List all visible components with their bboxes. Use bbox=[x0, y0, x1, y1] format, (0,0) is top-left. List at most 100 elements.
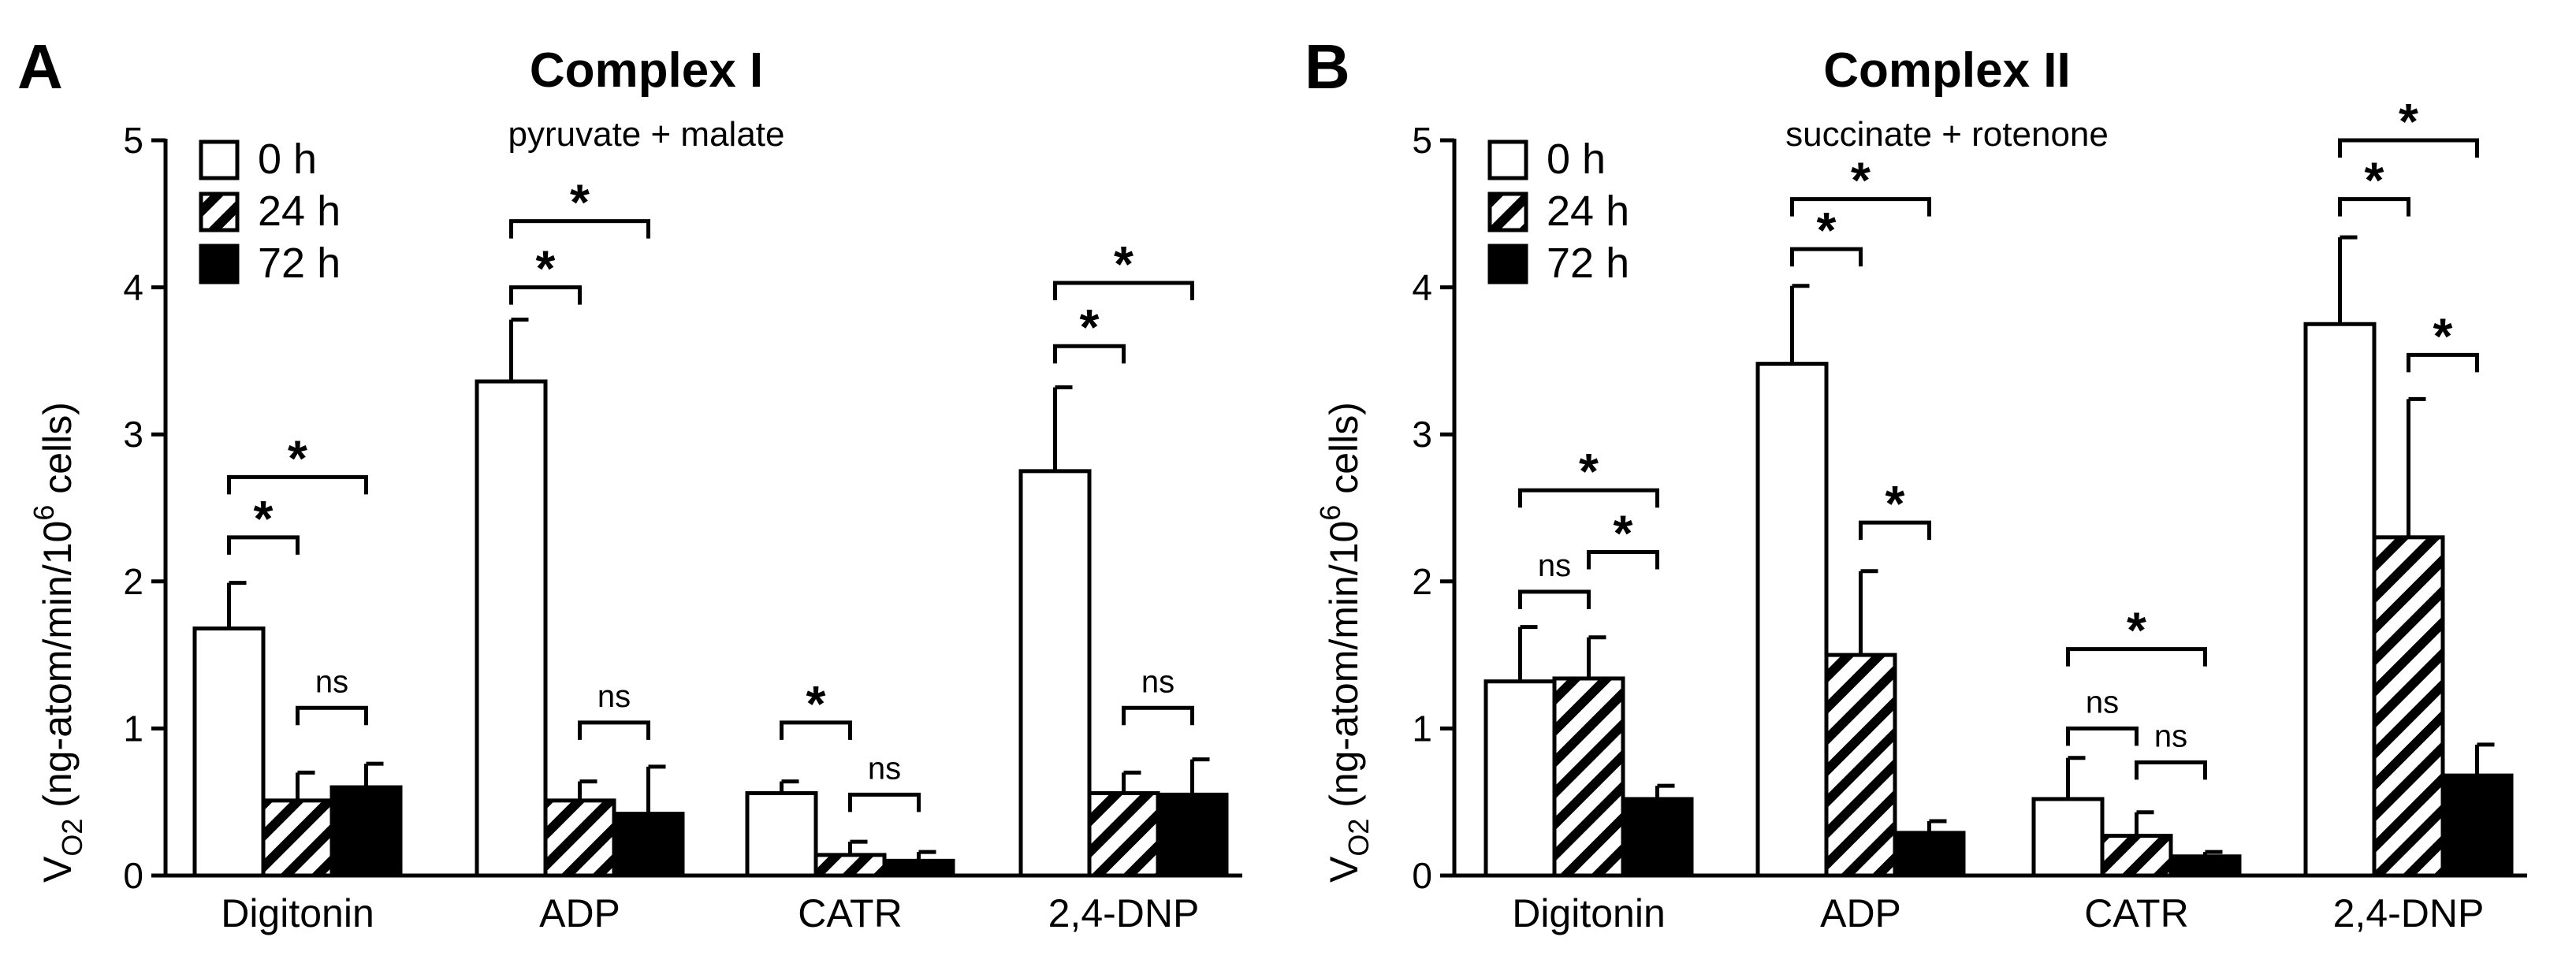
significance-label: ns bbox=[1141, 664, 1174, 699]
significance-bracket bbox=[2338, 138, 2479, 158]
y-axis-label: VO2 (ng-atom/min/106 cells) bbox=[1314, 402, 1375, 883]
significance-label: * bbox=[1885, 475, 1905, 532]
legend-label: 24 h bbox=[1547, 188, 1629, 235]
x-category-label: 2,4-DNP bbox=[1048, 891, 1200, 935]
significance-label: * bbox=[1851, 152, 1871, 209]
significance-bracket bbox=[227, 474, 368, 495]
y-tick-label: 4 bbox=[123, 267, 143, 308]
bar bbox=[1893, 831, 1966, 878]
significance-bracket bbox=[2338, 197, 2410, 217]
y-axis-label-sup: 6 bbox=[1314, 505, 1346, 521]
significance-label: * bbox=[570, 174, 590, 231]
bar bbox=[882, 858, 955, 878]
significance-label: * bbox=[1614, 504, 1633, 561]
significance-bracket bbox=[1518, 488, 1659, 508]
bar bbox=[475, 379, 548, 878]
bar bbox=[2440, 773, 2514, 878]
significance-bracket bbox=[1790, 247, 1863, 267]
significance-bracket bbox=[509, 285, 582, 305]
significance-bracket bbox=[2407, 352, 2479, 373]
y-axis-label-sup: 6 bbox=[28, 505, 60, 521]
x-category-label: ADP bbox=[539, 891, 620, 935]
significance-label: * bbox=[1579, 443, 1599, 500]
y-axis-label-rest: (ng-atom/min/10 bbox=[1322, 521, 1366, 819]
bar bbox=[543, 798, 616, 878]
significance-label: * bbox=[2399, 93, 2418, 150]
significance-bracket bbox=[848, 792, 921, 812]
legend-label: 72 h bbox=[1547, 240, 1629, 287]
bar bbox=[745, 791, 818, 878]
y-tick-label: 0 bbox=[123, 855, 143, 896]
bar bbox=[1824, 653, 1897, 878]
x-category-label: Digitonin bbox=[221, 891, 374, 935]
significance-label: * bbox=[1817, 202, 1837, 258]
bar bbox=[2168, 854, 2242, 878]
significance-bracket bbox=[2066, 647, 2207, 667]
significance-annotations: **ns**ns *ns**ns bbox=[227, 174, 1194, 812]
bar bbox=[1552, 676, 1625, 878]
significance-bracket bbox=[1587, 549, 1659, 570]
legend-label: 72 h bbox=[258, 240, 341, 287]
significance-label: * bbox=[254, 490, 274, 547]
legend-swatch bbox=[199, 191, 240, 232]
significance-bracket bbox=[1518, 589, 1591, 609]
significance-bracket bbox=[578, 720, 650, 740]
y-axis-label-sub: O2 bbox=[56, 819, 88, 857]
significance-label: * bbox=[2365, 152, 2384, 209]
bar bbox=[2100, 834, 2173, 878]
panel-letter: A bbox=[17, 32, 63, 102]
bar bbox=[2303, 322, 2377, 878]
y-tick-label: 1 bbox=[1412, 708, 1432, 749]
bar bbox=[1483, 679, 1557, 878]
axes: 0 1 2 3 4 5 Digitonin ADP CATR 2,4-DNP bbox=[1412, 120, 2527, 935]
chart-title: Complex II bbox=[1823, 43, 2071, 98]
y-axis-label-end: cells) bbox=[35, 402, 80, 505]
bar bbox=[1755, 362, 1829, 878]
significance-label: ns bbox=[1538, 548, 1571, 583]
significance-label: ns bbox=[2154, 719, 2187, 753]
bars bbox=[192, 318, 1229, 878]
legend-label: 24 h bbox=[258, 188, 341, 235]
bar bbox=[1621, 797, 1694, 878]
significance-label: * bbox=[288, 429, 307, 486]
legend-swatch bbox=[1487, 139, 1528, 180]
x-category-label: ADP bbox=[1820, 891, 1901, 935]
x-category-label: Digitonin bbox=[1512, 891, 1666, 935]
significance-label: ns bbox=[868, 751, 901, 786]
y-tick-label: 2 bbox=[1412, 561, 1432, 602]
legend-label: 0 h bbox=[258, 136, 317, 183]
legend-swatch bbox=[1487, 244, 1528, 284]
significance-bracket bbox=[1122, 705, 1194, 726]
significance-label: ns bbox=[315, 664, 348, 699]
legend: 0 h 24 h 72 h bbox=[199, 136, 341, 287]
y-tick-label: 4 bbox=[1412, 267, 1432, 308]
y-axis-label-main: V bbox=[35, 856, 80, 883]
chart-subtitle: pyruvate + malate bbox=[508, 115, 785, 154]
bar bbox=[612, 812, 685, 878]
significance-label: * bbox=[536, 240, 556, 297]
y-axis-label-rest: (ng-atom/min/10 bbox=[35, 521, 80, 819]
significance-label: ns bbox=[597, 679, 631, 714]
axes: 0 1 2 3 4 5 Digitonin ADP CATR 2,4-DNP bbox=[123, 120, 1242, 935]
significance-label: * bbox=[2127, 602, 2146, 659]
y-tick-label: 5 bbox=[123, 120, 143, 161]
y-axis-label-end: cells) bbox=[1322, 402, 1366, 505]
bar bbox=[329, 785, 403, 878]
bar bbox=[1087, 791, 1160, 878]
bar bbox=[2372, 535, 2445, 878]
significance-bracket bbox=[1053, 281, 1194, 301]
significance-bracket bbox=[509, 219, 650, 239]
panel-a: A Complex I pyruvate + malate VO2 (ng-at… bbox=[17, 32, 1242, 935]
x-category-label: CATR bbox=[798, 891, 902, 935]
legend-swatch bbox=[199, 244, 240, 284]
significance-bracket bbox=[2135, 760, 2207, 780]
chart-title: Complex I bbox=[530, 43, 763, 98]
significance-bracket bbox=[296, 705, 368, 726]
panel-letter: B bbox=[1305, 32, 1350, 102]
significance-bracket bbox=[1859, 520, 1931, 541]
y-tick-label: 1 bbox=[123, 708, 143, 749]
significance-bracket bbox=[1790, 197, 1931, 217]
bar bbox=[192, 627, 266, 878]
legend-label: 0 h bbox=[1547, 136, 1606, 183]
